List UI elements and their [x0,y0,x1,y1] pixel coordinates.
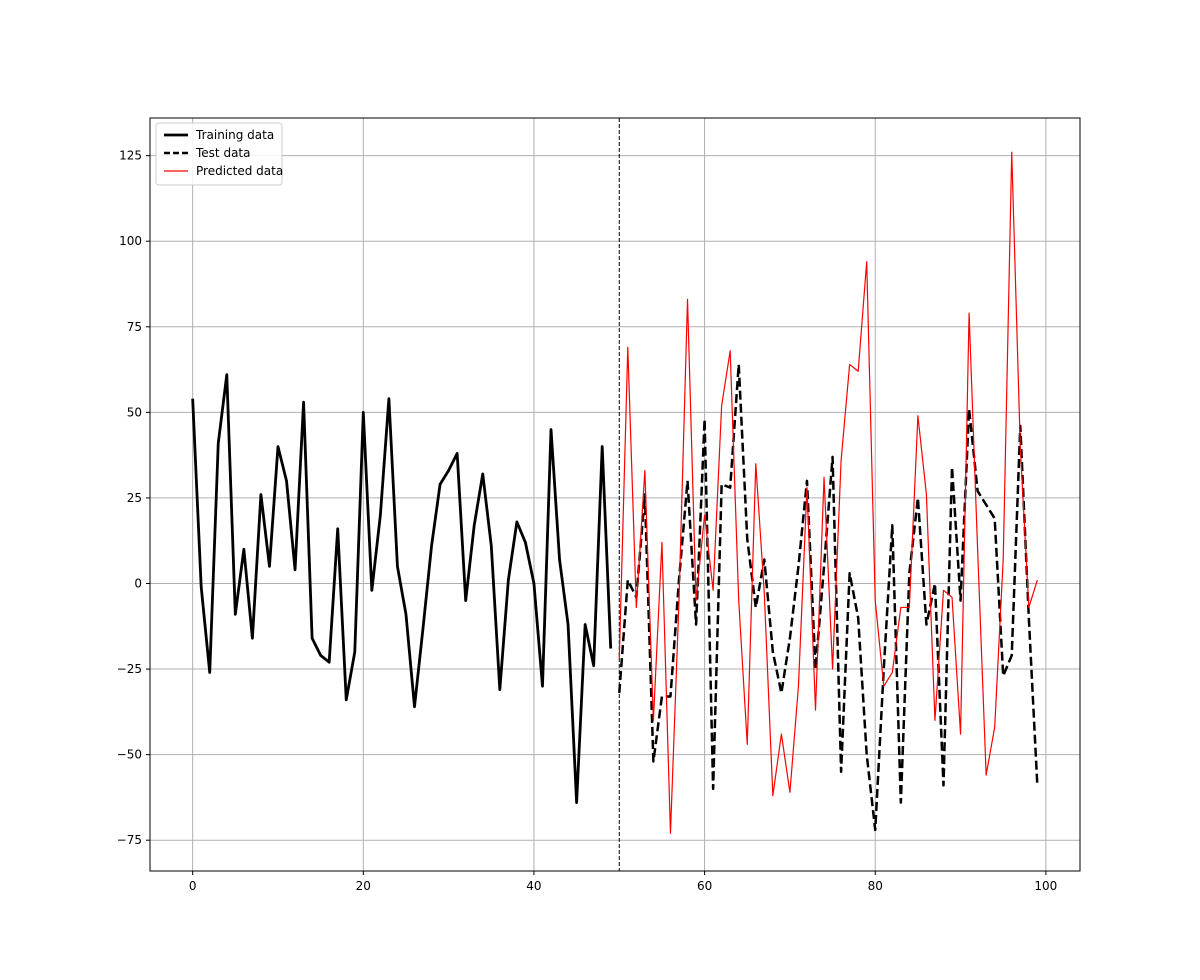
grid-lines [150,118,1080,871]
legend-label: Predicted data [196,164,283,178]
y-tick-label: 0 [134,576,142,590]
legend-label: Test data [195,146,250,160]
y-tick-label: 25 [127,491,142,505]
x-tick-label: 100 [1034,879,1057,893]
x-tick-label: 80 [868,879,883,893]
series-line-test-data [618,363,1039,832]
series-line-training-data [191,373,613,804]
x-tick-label: 20 [356,879,371,893]
x-tick-label: 0 [189,879,197,893]
plot-frame [149,117,1081,872]
x-tick-label: 60 [697,879,712,893]
legend: Training data Test data Predicted data [155,122,283,186]
series-line-predicted-data [618,151,1038,834]
x-tick-label: 40 [526,879,541,893]
y-tick-label: −50 [117,748,142,762]
y-tick-label: 125 [119,149,142,163]
y-axis-ticks: −75 −50 −25 0 25 50 75 100 125 [117,149,150,847]
x-axis-ticks: 0 20 40 60 80 100 [189,871,1057,893]
y-tick-label: 50 [127,405,142,419]
y-tick-label: 75 [127,320,142,334]
legend-box [155,122,283,186]
y-tick-label: −75 [117,833,142,847]
series-lines [191,151,1039,834]
y-tick-label: −25 [117,662,142,676]
legend-label: Training data [195,128,274,142]
y-tick-label: 100 [119,234,142,248]
